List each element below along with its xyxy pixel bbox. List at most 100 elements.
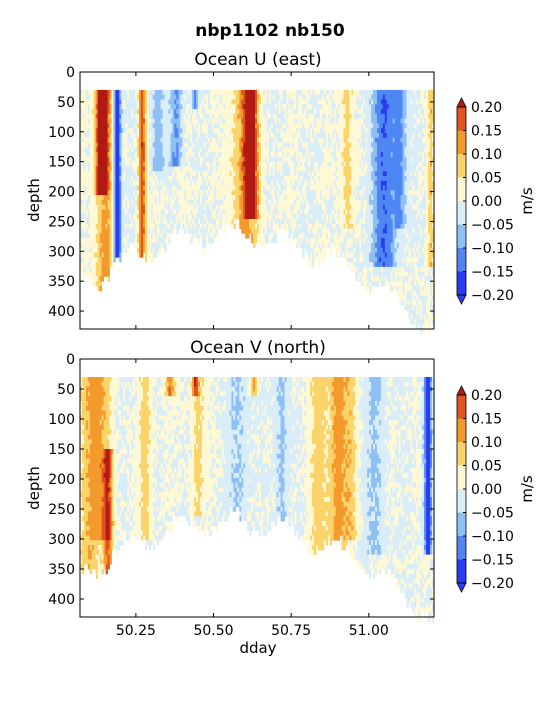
heatmap-cell — [217, 142, 221, 148]
heatmap-cell — [253, 228, 256, 234]
heatmap-cell — [154, 247, 158, 253]
heatmap-cell — [129, 180, 132, 186]
heatmap-cell — [241, 132, 244, 139]
heatmap-cell — [123, 94, 126, 100]
heatmap-cell — [249, 185, 252, 191]
heatmap-cell — [152, 199, 156, 206]
heatmap-cell — [274, 156, 278, 163]
heatmap-cell — [105, 113, 108, 120]
heatmap-cell — [152, 109, 156, 115]
heatmap-cell — [164, 118, 167, 124]
heatmap-cell — [89, 242, 93, 249]
heatmap-cell — [314, 128, 317, 134]
heatmap-cell — [150, 180, 154, 186]
heatmap-cell — [99, 118, 103, 124]
heatmap-cell — [262, 137, 266, 143]
heatmap-cell — [264, 195, 268, 201]
heatmap-cell — [146, 137, 150, 143]
heatmap-cell — [211, 118, 215, 124]
heatmap-cell — [166, 209, 169, 215]
heatmap-cell — [239, 176, 242, 182]
heatmap-cell — [83, 219, 87, 225]
heatmap-cell — [221, 152, 224, 158]
heatmap-cell — [233, 171, 236, 177]
heatmap-cell — [85, 137, 89, 143]
heatmap-cell — [215, 171, 219, 177]
heatmap-cell — [83, 142, 87, 148]
heatmap-cell — [255, 214, 258, 220]
heatmap-cell — [133, 132, 136, 139]
heatmap-cell — [178, 209, 181, 215]
heatmap-cell — [278, 190, 281, 196]
heatmap-cell — [225, 214, 228, 220]
heatmap-cell — [280, 219, 283, 225]
heatmap-cell — [304, 118, 307, 124]
heatmap-cell — [127, 204, 130, 210]
heatmap-cell — [139, 118, 142, 124]
heatmap-cell — [182, 176, 185, 182]
heatmap-cell — [162, 204, 165, 210]
heatmap-cell — [154, 185, 158, 191]
heatmap-cell — [237, 94, 240, 100]
heatmap-cell — [207, 156, 211, 163]
heatmap-cell — [306, 109, 309, 115]
heatmap-cell — [87, 156, 91, 163]
heatmap-cell — [188, 209, 191, 215]
heatmap-cell — [215, 190, 219, 196]
heatmap-cell — [199, 113, 203, 120]
heatmap-cell — [188, 118, 191, 124]
heatmap-cell — [314, 156, 317, 163]
heatmap-cell — [188, 185, 191, 191]
heatmap-cell — [310, 104, 313, 110]
heatmap-cell — [154, 152, 158, 158]
heatmap-cell — [89, 142, 93, 148]
heatmap-cell — [223, 152, 226, 158]
heatmap-cell — [111, 156, 114, 163]
heatmap-cell — [231, 118, 234, 124]
heatmap-cell — [105, 199, 108, 206]
heatmap-cell — [221, 142, 224, 148]
heatmap-cell — [156, 176, 160, 182]
heatmap-cell — [255, 142, 258, 148]
heatmap-cell — [168, 166, 171, 172]
heatmap-cell — [190, 185, 193, 191]
heatmap-cell — [255, 137, 258, 143]
heatmap-cell — [139, 252, 142, 258]
heatmap-cell — [148, 195, 152, 201]
heatmap-cell — [176, 137, 179, 143]
heatmap-cell — [170, 99, 173, 105]
heatmap-cell — [231, 147, 234, 153]
heatmap-cell — [225, 166, 228, 172]
heatmap-cell — [282, 180, 285, 186]
heatmap-cell — [198, 166, 201, 172]
heatmap-cell — [194, 137, 197, 143]
heatmap-cell — [81, 152, 85, 158]
heatmap-cell — [119, 247, 122, 253]
heatmap-cell — [201, 195, 205, 201]
heatmap-cell — [266, 214, 270, 220]
heatmap-cell — [294, 142, 297, 148]
heatmap-cell — [298, 147, 301, 153]
heatmap-cell — [107, 171, 110, 177]
heatmap-cell — [152, 209, 156, 215]
heatmap-cell — [296, 142, 299, 148]
heatmap-cell — [178, 176, 181, 182]
heatmap-cell — [184, 113, 187, 120]
heatmap-cell — [137, 247, 140, 253]
heatmap-cell — [85, 94, 89, 100]
heatmap-cell — [107, 180, 110, 186]
heatmap-cell — [227, 142, 230, 148]
heatmap-cell — [129, 137, 132, 143]
heatmap-cell — [235, 176, 238, 182]
heatmap-cell — [292, 209, 295, 215]
heatmap-cell — [144, 242, 148, 249]
heatmap-cell — [290, 214, 293, 220]
heatmap-cell — [241, 219, 244, 225]
heatmap-cell — [255, 104, 258, 110]
heatmap-cell — [266, 219, 270, 225]
heatmap-cell — [229, 118, 232, 124]
heatmap-cell — [156, 156, 160, 163]
heatmap-cell — [166, 176, 169, 182]
heatmap-cell — [221, 199, 224, 206]
heatmap-cell — [81, 247, 85, 253]
